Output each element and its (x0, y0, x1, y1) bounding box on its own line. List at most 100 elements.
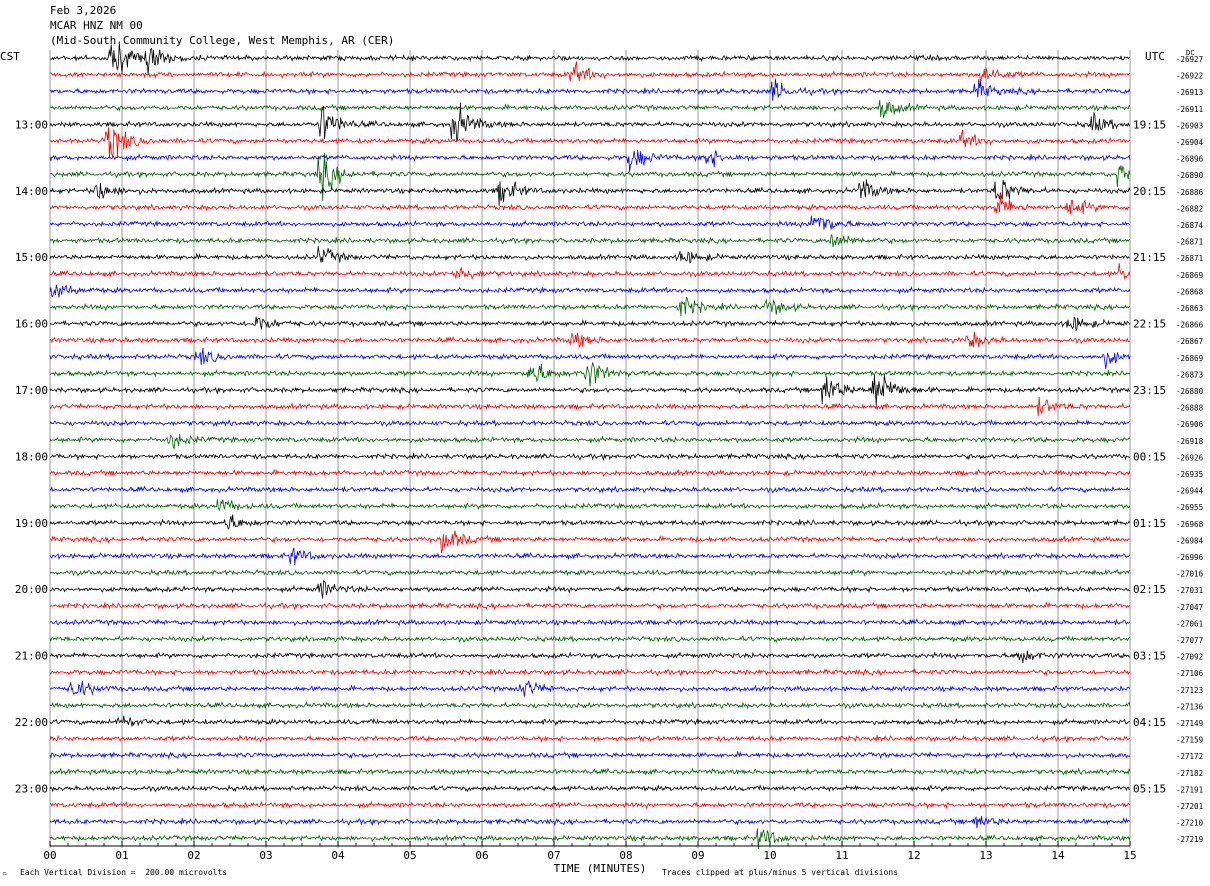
trace-row-26 (49, 485, 1131, 494)
dc-offset-label: -26911 (1176, 105, 1203, 114)
dc-offset-label: -26968 (1176, 520, 1204, 529)
dc-offset-label: -26880 (1176, 387, 1204, 396)
utc-hour-label: 04:15 (1133, 716, 1166, 729)
trace-row-38 (49, 680, 1131, 697)
dc-offset-label: -26874 (1176, 221, 1204, 230)
dc-offset-label: -26869 (1176, 354, 1203, 363)
utc-hour-label: 20:15 (1133, 185, 1166, 198)
dc-offset-label: -26890 (1176, 171, 1204, 180)
cst-hour-label: 20:00 (15, 583, 48, 596)
dc-offset-label: -26918 (1176, 437, 1204, 446)
x-tick-label: 08 (619, 849, 632, 862)
x-tick-label: 06 (475, 849, 488, 862)
dc-offset-label: -26869 (1176, 271, 1203, 280)
dc-offset-label: -26935 (1176, 470, 1203, 479)
trace-row-32 (49, 580, 1131, 599)
trace-row-7 (49, 152, 1131, 201)
x-tick-label: 12 (907, 849, 920, 862)
trace-row-34 (49, 618, 1131, 627)
utc-hour-label: 00:15 (1133, 450, 1166, 463)
dc-offset-label: -26868 (1176, 287, 1204, 296)
x-tick-label: 05 (403, 849, 416, 862)
dc-offset-label: -26903 (1176, 121, 1203, 130)
dc-offset-label: -27136 (1176, 702, 1204, 711)
right-timezone-label: UTC (1145, 50, 1165, 63)
trace-row-28 (49, 514, 1131, 530)
trace-row-36 (49, 650, 1131, 663)
footer-clip: Traces clipped at plus/minus 5 vertical … (662, 868, 899, 877)
trace-row-33 (49, 601, 1131, 611)
dc-offset-label: -26926 (1176, 453, 1204, 462)
trace-row-3 (49, 99, 1131, 118)
dc-offset-label: -26944 (1176, 487, 1204, 496)
dc-offset-labels: -26927 -26922 -26913 -26911 -26903 -26904 -268… (1176, 55, 1204, 844)
header-date: Feb 3,2026 (50, 4, 117, 17)
dc-offset-label: -26896 (1176, 155, 1204, 164)
cst-hour-label: 15:00 (15, 251, 48, 264)
dc-offset-label: -27182 (1176, 769, 1203, 778)
trace-row-44 (49, 784, 1131, 793)
utc-hour-label: 05:15 (1133, 782, 1166, 795)
header-location: (Mid-South Community College, West Memph… (50, 34, 395, 47)
cst-hour-label: 22:00 (15, 716, 48, 729)
trace-row-9 (49, 192, 1131, 215)
footer-mark: ♒ (2, 869, 7, 878)
cst-hour-label: 23:00 (15, 782, 48, 795)
minute-gridlines (49, 50, 1131, 849)
trace-row-23 (49, 434, 1131, 450)
dc-offset-label: -27210 (1176, 819, 1204, 828)
trace-row-39 (49, 701, 1131, 710)
trace-row-17 (49, 331, 1131, 349)
dc-offset-label: -27201 (1176, 802, 1203, 811)
x-tick-label: 02 (187, 849, 200, 862)
cst-hour-label: 17:00 (15, 384, 48, 397)
trace-row-22 (49, 419, 1131, 428)
utc-hour-label: 22:15 (1133, 318, 1166, 331)
dc-offset-label: -27123 (1176, 686, 1203, 695)
dc-offset-label: -27159 (1176, 736, 1203, 745)
dc-offset-label: -26871 (1176, 254, 1203, 263)
trace-row-35 (49, 634, 1131, 643)
utc-hour-label: 02:15 (1133, 583, 1166, 596)
x-tick-label: 09 (691, 849, 704, 862)
trace-row-21 (49, 396, 1131, 417)
utc-hour-label: 03:15 (1133, 650, 1166, 663)
dc-offset-label: -27219 (1176, 835, 1203, 844)
trace-row-11 (49, 233, 1131, 247)
cst-hour-label: 16:00 (15, 318, 48, 331)
x-axis: 00 01 02 03 04 05 06 07 08 09 10 11 12 13 14 15 TIME (MI… (43, 841, 1137, 875)
left-timezone-label: CST (0, 50, 20, 63)
x-tick-label: 07 (547, 849, 560, 862)
x-tick-label: 00 (43, 849, 56, 862)
x-tick-label: 11 (835, 849, 848, 862)
trace-row-10 (49, 215, 1130, 230)
trace-row-24 (50, 452, 1131, 462)
trace-row-12 (49, 246, 1131, 264)
trace-row-25 (49, 468, 1131, 478)
dc-offset-label: -26927 (1176, 55, 1203, 64)
dc-offset-label: -26906 (1176, 420, 1204, 429)
dc-offset-label: -26996 (1176, 553, 1204, 562)
dc-offset-label: -26922 (1176, 72, 1203, 81)
utc-hour-label: 21:15 (1133, 251, 1166, 264)
dc-offset-label: -27061 (1176, 619, 1203, 628)
trace-row-19 (49, 361, 1131, 387)
dc-offset-label: -27106 (1176, 669, 1204, 678)
x-tick-label: 13 (979, 849, 992, 862)
trace-row-40 (49, 715, 1131, 727)
trace-row-1 (49, 61, 1131, 83)
trace-row-5 (49, 127, 1131, 159)
x-tick-label: 14 (1051, 849, 1065, 862)
footer-scale: Each Vertical Division = 200.00 microvol… (20, 868, 228, 877)
dc-offset-label: -26882 (1176, 204, 1203, 213)
dc-offset-label: -26871 (1176, 238, 1203, 247)
cst-hour-label: 14:00 (15, 185, 48, 198)
cst-hour-label: 19:00 (15, 517, 48, 530)
seismic-traces (49, 41, 1131, 849)
cst-hour-label: 18:00 (15, 450, 48, 463)
trace-row-20 (49, 374, 1131, 406)
x-tick-label: 03 (259, 849, 272, 862)
dc-offset-label: -27031 (1176, 586, 1203, 595)
dc-offset-label: -26984 (1176, 536, 1204, 545)
